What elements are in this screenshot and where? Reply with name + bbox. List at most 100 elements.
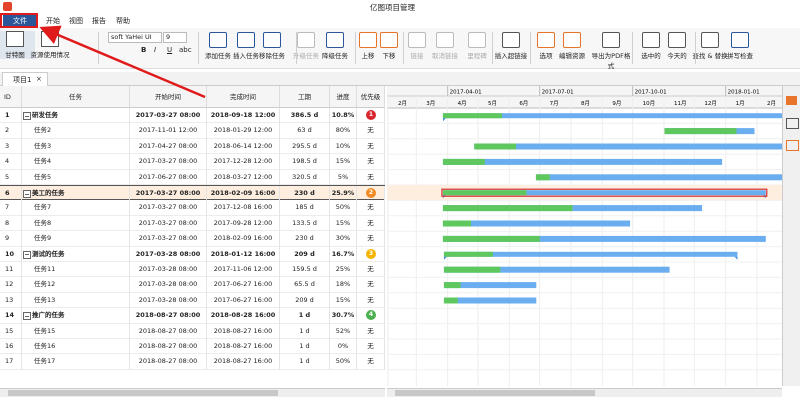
ribbon-button[interactable]: 编辑资源 [550, 32, 594, 60]
cell: 任务9 [22, 231, 130, 247]
cell: 无 [357, 323, 385, 339]
cell: 2017-03-28 08:00 [130, 277, 207, 293]
ribbon-button[interactable]: 今天的 [655, 32, 699, 60]
cell: 2018-09-18 12:00 [207, 108, 280, 124]
ribbon-button[interactable]: 资源使用情况 [30, 31, 70, 59]
cell: 14 [0, 308, 22, 324]
cell: 无 [357, 169, 385, 185]
doc-tab[interactable]: 项目1 × [2, 72, 48, 86]
cell: 2017-03-28 08:00 [130, 246, 207, 262]
cell: 185 d [280, 200, 330, 216]
menu-item[interactable]: 文件 [3, 15, 37, 27]
format-button[interactable]: B [141, 46, 147, 54]
side-icon[interactable] [786, 118, 799, 129]
cell: 198.5 d [280, 154, 330, 170]
font-size-box[interactable]: 9 [163, 32, 187, 43]
collapse-box[interactable] [23, 250, 31, 259]
menu-item[interactable]: 视图 [69, 17, 83, 25]
cell: 2018-01-29 12:00 [207, 123, 280, 139]
cell: 5 [0, 169, 22, 185]
priority-badge: 2 [366, 188, 376, 198]
cell: 无 [357, 339, 385, 355]
ribbon-button[interactable]: 移除任务 [250, 32, 294, 60]
period-label: 2017-07-01 [542, 90, 574, 96]
gantt-header [387, 86, 782, 108]
cell: 任务11 [22, 262, 130, 278]
menu-item[interactable]: 报告 [92, 17, 106, 25]
month-label: 9月 [612, 100, 621, 107]
cell: 9 [0, 231, 22, 247]
ribbon-button[interactable]: 查找 & 替换 [688, 32, 732, 60]
cell: 任务17 [22, 354, 130, 370]
column-header: 开始时间 [130, 86, 207, 108]
ribbon-button[interactable]: 插入任务 [224, 32, 268, 60]
cell: 测试的任务 [22, 246, 130, 262]
table-row: 9 任务9 2017-03-27 08:00 2018-02-09 16:00 230 … [0, 231, 385, 247]
ribbon-button[interactable]: 甘特图 [0, 31, 35, 59]
cell: 2017-03-27 08:00 [130, 108, 207, 124]
cell: 任务12 [22, 277, 130, 293]
cell: 2017-09-28 12:00 [207, 215, 280, 232]
format-button[interactable]: abc [179, 46, 192, 54]
cell: 209 d [280, 292, 330, 309]
cell: 15 [0, 323, 22, 339]
ribbon-button[interactable]: 下移 [367, 32, 411, 60]
format-button[interactable]: U [167, 46, 173, 54]
summary-cap [734, 256, 738, 260]
task-bar [474, 143, 782, 150]
separator [98, 32, 99, 64]
cell: 任务13 [22, 292, 130, 309]
menu-item[interactable]: 帮助 [116, 17, 130, 25]
h-scrollbar[interactable] [0, 388, 385, 397]
month-label: 4月 [458, 100, 467, 107]
side-icon[interactable] [786, 140, 799, 151]
cell: 2017-03-28 08:00 [130, 292, 207, 309]
menu-item[interactable]: 开始 [46, 17, 60, 25]
cell: 2017-03-27 08:00 [130, 215, 207, 232]
ribbon-button[interactable]: 降级任务 [313, 32, 357, 60]
ribbon-button[interactable]: 选项 [524, 32, 568, 60]
column-header: 优先级 [357, 86, 385, 108]
format-button[interactable]: I [154, 46, 157, 54]
cell: 16 [0, 339, 22, 355]
cell: 无 [357, 262, 385, 278]
font-box[interactable]: soft YaHei UI [108, 32, 162, 43]
ribbon-button[interactable]: 插入超链接 [489, 32, 533, 60]
task-bar [443, 297, 537, 304]
button-label: 选项 [539, 52, 553, 60]
separator [296, 32, 297, 64]
column-header: 工期 [280, 86, 330, 108]
collapse-box[interactable] [23, 190, 31, 198]
title-bar: 亿图项目管理 [0, 0, 800, 14]
table-row: 12 任务12 2017-03-28 08:00 2017-06-27 16:00 65… [0, 277, 385, 293]
ribbon-button[interactable]: 添加任务 [196, 32, 240, 60]
h-scrollbar[interactable] [387, 388, 782, 397]
cell: 2018-02-09 16:00 [207, 186, 280, 202]
cell: 15% [330, 215, 357, 232]
ribbon-button[interactable]: 选中的 [629, 32, 673, 60]
priority-badge: 3 [366, 248, 376, 259]
collapse-box[interactable] [23, 312, 31, 321]
button-label: 上移 [361, 52, 375, 60]
button-label: 甘特图 [5, 51, 25, 59]
cell: 2018-08-27 08:00 [130, 354, 207, 370]
tab-close[interactable]: × [36, 75, 42, 83]
cell: 15% [330, 154, 357, 170]
cell: 3 [357, 246, 385, 262]
ribbon-button[interactable]: 拼写检查 [718, 32, 762, 60]
progress-bar [442, 235, 540, 242]
side-icon[interactable] [786, 96, 797, 105]
ribbon-button[interactable]: 上移 [346, 32, 390, 60]
separator [403, 32, 404, 64]
cell: 2017-11-01 12:00 [130, 123, 207, 139]
cell: 6 [0, 186, 22, 202]
cell: 2018-03-27 12:00 [207, 169, 280, 185]
ribbon-button[interactable]: 导出为PDF格式 [589, 32, 633, 70]
cell: 17 [0, 354, 22, 370]
month-label: 8月 [581, 100, 590, 107]
collapse-box[interactable] [23, 112, 31, 120]
cell: 15% [330, 292, 357, 309]
table-row: 4 任务4 2017-03-27 08:00 2017-12-28 12:00 198.… [0, 154, 385, 170]
cell: 65.5 d [280, 277, 330, 293]
